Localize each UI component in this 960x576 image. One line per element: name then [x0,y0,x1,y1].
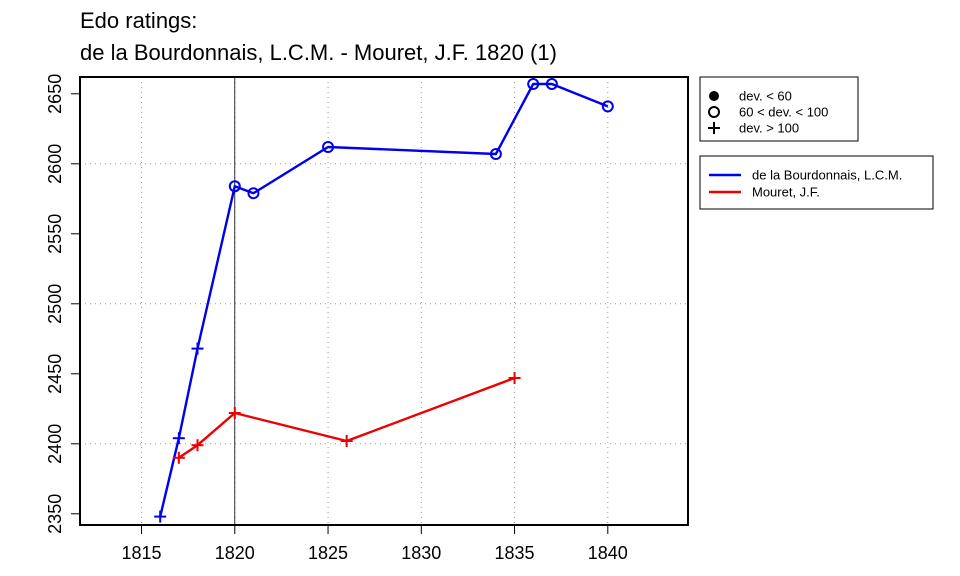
legend-series-label: Mouret, J.F. [752,185,820,200]
data-point [489,148,502,160]
x-tick-label: 1835 [495,543,535,563]
data-point [191,342,204,355]
data-point [172,451,185,464]
data-point [508,372,521,384]
x-tick-label: 1820 [215,543,255,563]
plot-frame [79,76,689,526]
y-tick-label: 2550 [45,214,65,254]
y-tick-label: 2600 [45,144,65,184]
y-tick-label: 2350 [45,494,65,534]
y-tick-label: 2400 [45,424,65,464]
series-line [159,82,609,517]
x-tick-label: 1830 [401,543,441,563]
series-1 [172,372,521,464]
legend-marker-label: 60 < dev. < 100 [739,105,828,120]
x-tick-label: 1815 [122,543,162,563]
legend-marker-label: dev. > 100 [739,121,799,136]
legend-series-box: de la Bourdonnais, L.C.M. Mouret, J.F. [699,155,934,210]
chart-subtitle: de la Bourdonnais, L.C.M. - Mouret, J.F.… [80,40,557,65]
series-0 [154,78,614,523]
data-point [228,407,241,419]
legend-series-label: de la Bourdonnais, L.C.M. [752,168,902,183]
x-tick-label: 1825 [308,543,348,563]
data-point [545,78,558,90]
data-point [340,435,353,447]
legend-series-frame [699,155,934,210]
legend-marker-plus [708,122,720,134]
series-layer [154,78,614,523]
legend-marker-circle [708,106,720,118]
chart-title: Edo ratings: [80,8,198,33]
y-tick-label: 2450 [45,354,65,394]
data-point [322,141,335,153]
legend-marker-dot [709,91,719,101]
data-point [154,510,167,523]
legend-marker-label: dev. < 60 [739,89,792,104]
axis-layer: 1815 1820 1825 1830 1835 1840 2350 2400 2450 2500… [45,74,628,563]
x-tick-label: 1840 [588,543,628,563]
data-point [527,78,540,90]
data-point [228,180,241,193]
legend-markers-frame [699,76,859,142]
grid-layer [80,77,688,525]
y-tick-label: 2500 [45,284,65,324]
data-point [247,187,260,200]
data-point [191,439,204,452]
data-point [601,100,614,113]
y-tick-label: 2650 [45,74,65,114]
data-point [172,432,185,445]
